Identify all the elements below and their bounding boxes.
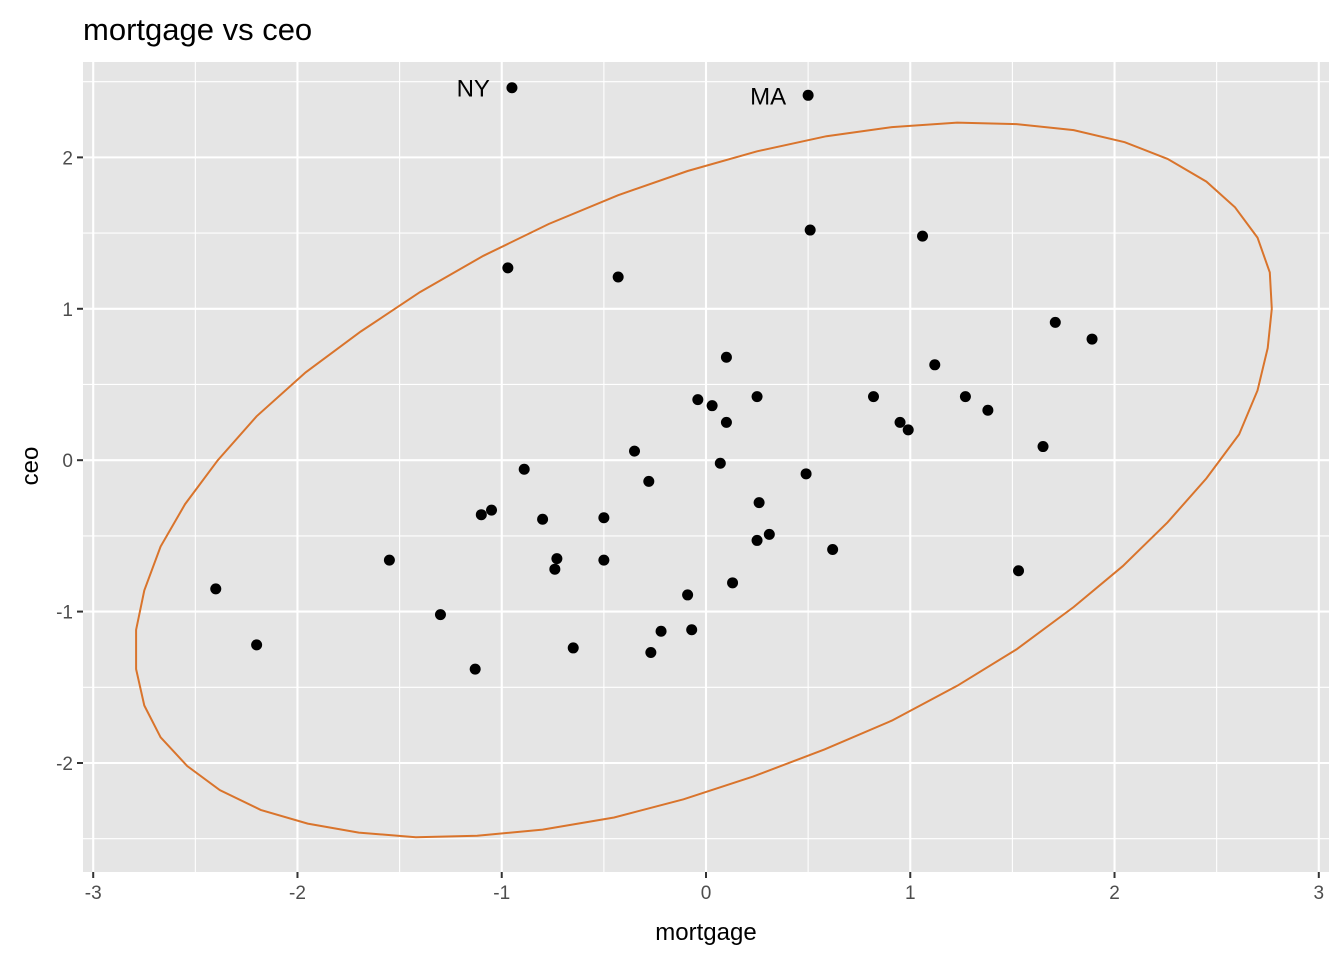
data-point <box>643 475 655 487</box>
data-point <box>727 577 739 589</box>
data-point <box>469 663 481 675</box>
y-axis-title: ceo <box>17 447 44 486</box>
x-tick-label: 1 <box>905 883 916 904</box>
data-point <box>894 416 906 428</box>
point-labels: NY MA <box>457 76 787 111</box>
data-point <box>804 224 816 236</box>
data-point <box>959 391 971 403</box>
data-point <box>751 391 763 403</box>
major-gridlines <box>83 62 1329 872</box>
data-point <box>502 262 514 274</box>
y-tick-label: 2 <box>62 148 73 169</box>
data-point <box>917 230 929 242</box>
data-point <box>434 609 446 621</box>
x-tick-label: -2 <box>289 883 306 904</box>
data-point <box>751 534 763 546</box>
data-point <box>645 646 657 658</box>
data-point <box>549 563 561 575</box>
confidence-ellipse <box>135 121 1273 839</box>
data-point <box>720 351 732 363</box>
data-point <box>686 624 698 636</box>
data-point <box>537 513 549 525</box>
data-point <box>929 359 941 371</box>
data-point <box>982 404 994 416</box>
data-point <box>486 504 498 516</box>
data-points <box>210 82 1098 675</box>
data-point <box>1037 441 1049 453</box>
data-point <box>551 553 563 565</box>
data-point <box>598 512 610 524</box>
data-point <box>629 445 641 457</box>
chart-title: mortgage vs ceo <box>83 12 312 47</box>
data-point <box>763 528 775 540</box>
data-point <box>518 463 530 475</box>
data-point <box>682 589 694 601</box>
y-tick-label: 0 <box>62 451 73 472</box>
x-tick-label: 2 <box>1109 883 1120 904</box>
data-point <box>210 583 222 595</box>
data-point <box>692 394 704 406</box>
y-axis-ticks: -2 -1 0 1 2 <box>56 148 83 775</box>
data-point <box>598 554 610 566</box>
x-axis-title: mortgage <box>655 919 756 946</box>
data-point <box>475 509 487 521</box>
data-point <box>1049 316 1061 328</box>
data-point <box>1013 565 1025 577</box>
point-label: MA <box>750 83 786 110</box>
point-label: NY <box>457 76 490 103</box>
data-point <box>753 497 765 509</box>
x-tick-label: -1 <box>493 883 510 904</box>
data-point <box>1086 333 1098 345</box>
x-tick-label: 0 <box>701 883 712 904</box>
data-point <box>251 639 263 651</box>
y-tick-label: 1 <box>62 300 73 321</box>
x-tick-label: -3 <box>85 883 102 904</box>
x-axis-ticks: -3 -2 -1 0 1 2 3 <box>85 872 1324 904</box>
y-tick-label: -2 <box>56 754 73 775</box>
data-point <box>902 424 914 436</box>
data-point <box>506 82 518 94</box>
x-tick-label: 3 <box>1313 883 1324 904</box>
data-point <box>714 457 726 469</box>
data-point <box>800 468 812 480</box>
data-point <box>706 400 718 412</box>
data-point <box>655 625 667 637</box>
data-point <box>802 89 814 101</box>
data-point <box>867 391 879 403</box>
y-tick-label: -1 <box>56 603 73 624</box>
data-point <box>612 271 624 283</box>
data-point <box>827 544 839 556</box>
data-point <box>383 554 395 566</box>
data-point <box>720 416 732 428</box>
data-point <box>567 642 579 654</box>
